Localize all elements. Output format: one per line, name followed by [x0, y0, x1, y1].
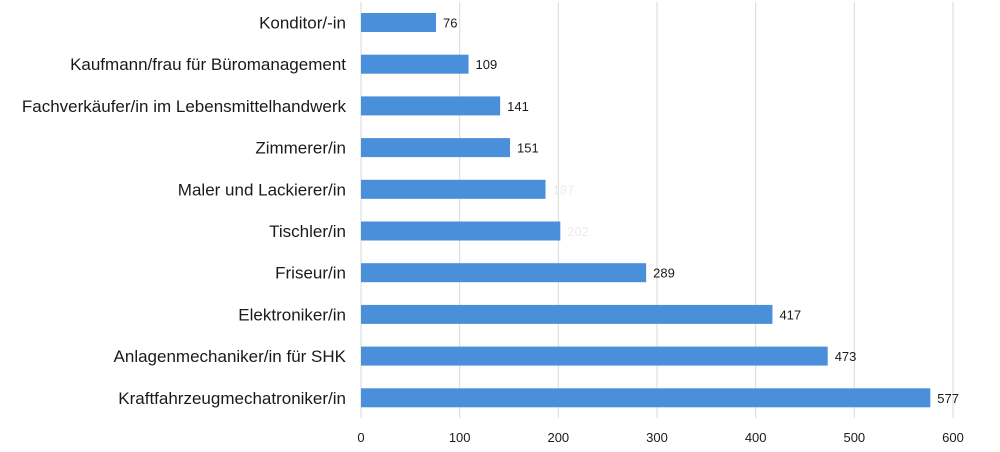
x-tick-label: 200: [547, 430, 569, 445]
x-tick-label: 500: [843, 430, 865, 445]
bar: [361, 221, 561, 241]
value-label: 473: [835, 349, 857, 364]
value-label: 151: [517, 141, 539, 156]
value-label: 141: [507, 99, 529, 114]
bar: [361, 13, 436, 32]
category-label: Elektroniker/in: [238, 305, 346, 324]
value-label: 577: [937, 391, 959, 406]
bar: [361, 304, 773, 324]
bar-layer: [361, 13, 931, 408]
label-layer: 0 100 200 300 400 500 600 Konditor/-in 76 Kaufman…: [22, 14, 964, 446]
x-tick-label: 0: [357, 430, 364, 445]
category-label: Maler und Lackierer/in: [178, 180, 346, 199]
bar: [361, 346, 828, 366]
x-tick-label: 300: [646, 430, 668, 445]
category-label: Fachverkäufer/in im Lebensmittelhandwerk: [22, 97, 347, 116]
bar: [361, 54, 469, 74]
bar: [361, 388, 931, 408]
value-label: 187: [553, 182, 575, 197]
value-label: 109: [476, 57, 498, 72]
category-label: Friseur/in: [275, 264, 346, 283]
category-label: Anlagenmechaniker/in für SHK: [114, 347, 347, 366]
x-tick-label: 400: [745, 430, 767, 445]
category-label: Tischler/in: [269, 222, 346, 241]
value-label: 417: [779, 307, 801, 322]
value-label: 76: [443, 16, 457, 31]
bar: [361, 179, 546, 199]
category-label: Kraftfahrzeugmechatroniker/in: [118, 389, 346, 408]
x-tick-label: 600: [942, 430, 964, 445]
bar: [361, 263, 647, 283]
category-label: Konditor/-in: [259, 14, 346, 33]
value-label: 202: [567, 224, 589, 239]
category-label: Kaufmann/frau für Büromanagement: [70, 55, 346, 74]
bar: [361, 96, 501, 116]
x-tick-label: 100: [449, 430, 471, 445]
value-label: 289: [653, 266, 675, 281]
category-label: Zimmerer/in: [255, 139, 346, 158]
bar: [361, 138, 510, 158]
